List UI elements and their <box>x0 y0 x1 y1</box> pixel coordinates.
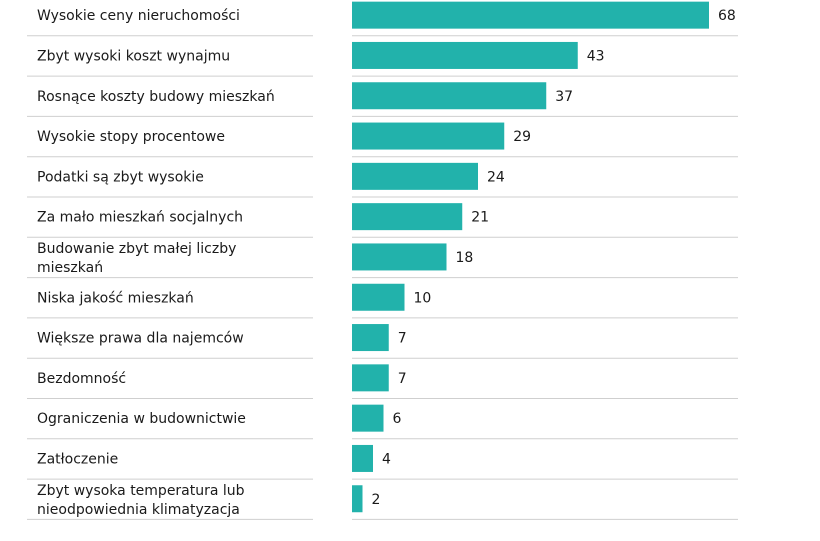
category-label: Wysokie stopy procentowe <box>37 129 225 145</box>
value-label: 4 <box>382 451 391 467</box>
bar <box>352 444 373 472</box>
value-label: 6 <box>393 411 402 427</box>
category-label: Ograniczenia w budownictwie <box>37 411 246 427</box>
category-label: Zbyt wysoka temperatura lub nieodpowiedni… <box>37 483 245 518</box>
category-label: Wysokie ceny nieruchomości <box>37 8 240 24</box>
value-label: 37 <box>555 89 573 105</box>
category-label: Większe prawa dla najemców <box>37 331 244 347</box>
value-label: 2 <box>372 492 381 508</box>
bar <box>352 122 505 150</box>
value-label: 18 <box>456 250 474 266</box>
category-label: Budowanie zbyt małej liczby mieszkań <box>37 241 236 276</box>
value-label: 21 <box>471 210 489 226</box>
value-label: 68 <box>718 8 736 24</box>
bar <box>352 324 389 352</box>
category-label: Podatki są zbyt wysokie <box>37 169 204 185</box>
bar <box>352 41 578 69</box>
bar <box>352 485 363 513</box>
category-label: Zatłoczenie <box>37 451 118 467</box>
value-label: 24 <box>487 169 505 185</box>
category-label: Bezdomność <box>37 371 126 387</box>
bar <box>352 283 405 311</box>
bar <box>352 404 384 432</box>
category-label: Zbyt wysoki koszt wynajmu <box>37 48 230 64</box>
bar <box>352 364 389 392</box>
category-label: Za mało mieszkań socjalnych <box>37 210 243 226</box>
bar <box>352 162 478 190</box>
bar <box>352 203 463 231</box>
bar <box>352 243 447 271</box>
bar <box>352 82 547 110</box>
category-label: Rosnące koszty budowy mieszkań <box>37 89 275 105</box>
value-label: 29 <box>513 129 531 145</box>
bar <box>352 1 709 29</box>
value-label: 43 <box>587 48 605 64</box>
value-label: 7 <box>398 331 407 347</box>
value-label: 7 <box>398 371 407 387</box>
category-label: Niska jakość mieszkań <box>37 290 194 306</box>
value-label: 10 <box>414 290 432 306</box>
